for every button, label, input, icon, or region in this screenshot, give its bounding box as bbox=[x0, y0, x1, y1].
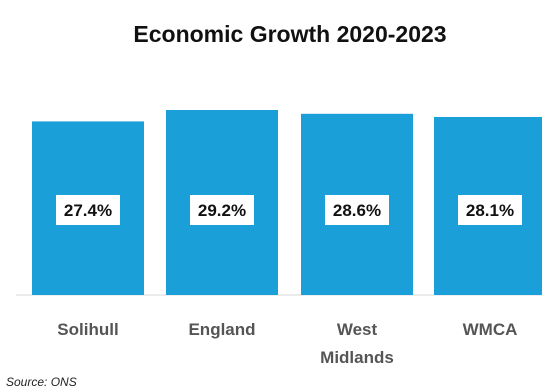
x-tick-label: Solihull bbox=[57, 320, 118, 339]
x-tick-label-line: WMCA bbox=[463, 320, 518, 339]
data-label: 29.2% bbox=[198, 201, 246, 220]
x-tick-label: England bbox=[188, 320, 255, 339]
labels-group: 27.4% Solihull 29.2% England 28.6% West Midlan… bbox=[56, 195, 522, 367]
x-tick-label-line: Midlands bbox=[320, 348, 394, 367]
data-label: 27.4% bbox=[64, 201, 112, 220]
data-label-box bbox=[190, 195, 254, 225]
data-label: 28.1% bbox=[466, 201, 514, 220]
data-label: 28.6% bbox=[333, 201, 381, 220]
x-tick-label-line: Solihull bbox=[57, 320, 118, 339]
data-label-box bbox=[458, 195, 522, 225]
x-tick-label-line: England bbox=[188, 320, 255, 339]
x-tick-label: WMCA bbox=[463, 320, 518, 339]
data-label-box bbox=[56, 195, 120, 225]
x-tick-label-line: West bbox=[337, 320, 378, 339]
data-label-box bbox=[325, 195, 389, 225]
source-note: Source: ONS bbox=[6, 375, 77, 389]
chart-title: Economic Growth 2020-2023 bbox=[133, 21, 446, 47]
x-tick-label: West Midlands bbox=[320, 320, 394, 367]
